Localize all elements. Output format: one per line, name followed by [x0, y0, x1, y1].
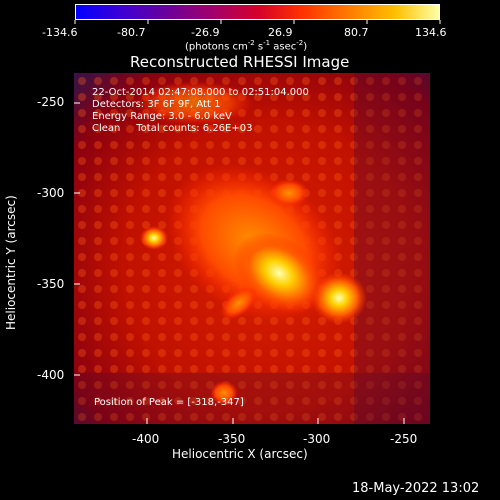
- y-tick-3: -400: [37, 368, 65, 382]
- colorbar: [75, 4, 440, 20]
- y-tick-0: -250: [37, 95, 65, 109]
- y-tick-2: -350: [37, 277, 65, 291]
- x-tick-1: -350: [218, 432, 246, 446]
- rhessi-image: [74, 73, 430, 424]
- colorbar-ticks: [74, 20, 441, 24]
- colorbar-tick-2: -26.9: [191, 26, 220, 39]
- colorbar-tick-3: 26.9: [268, 26, 293, 39]
- colorbar-tick-1: -80.7: [117, 26, 146, 39]
- x-tick-0: -400: [132, 432, 160, 446]
- info-detectors: Detectors: 3F 6F 9F, Att 1: [92, 99, 221, 110]
- info-clean-counts: Clean Total counts: 6.26E+03: [92, 123, 253, 134]
- generation-timestamp: 18-May-2022 13:02: [352, 481, 480, 496]
- colorbar-unit-label: (photons cm-2 s-1 asec-2): [185, 39, 308, 53]
- info-time-range: 22-Oct-2014 02:47:08.000 to 02:51:04.000: [92, 87, 309, 98]
- image-title: Reconstructed RHESSI Image: [130, 53, 350, 71]
- colorbar-tick-5: 134.6: [415, 26, 447, 39]
- y-axis-label: Heliocentric Y (arcsec): [4, 195, 18, 330]
- info-energy-range: Energy Range: 3.0 - 6.0 keV: [92, 111, 232, 122]
- colorbar-tick-4: 80.7: [344, 26, 369, 39]
- x-axis-label: Heliocentric X (arcsec): [172, 447, 308, 461]
- info-peak-position: Position of Peak = [-318,-347]: [94, 397, 244, 408]
- y-tick-1: -300: [37, 186, 65, 200]
- x-tick-2: -300: [303, 432, 331, 446]
- x-tick-3: -250: [390, 432, 418, 446]
- colorbar-tick-0: -134.6: [42, 26, 78, 39]
